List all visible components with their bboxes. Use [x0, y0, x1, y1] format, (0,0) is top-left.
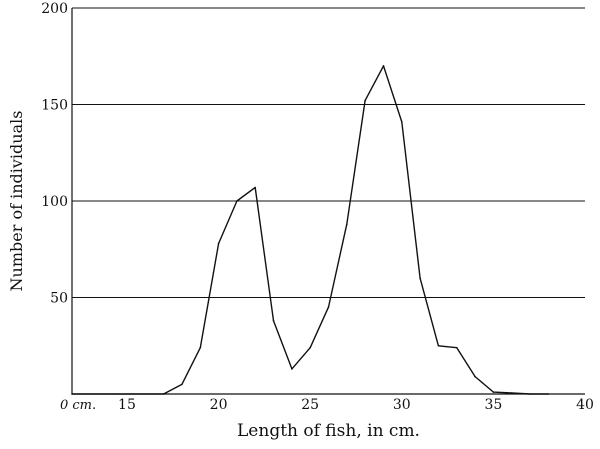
x-tick-label-35: 35 — [484, 397, 502, 413]
x-tick-label-20: 20 — [210, 397, 228, 413]
x-axis-title: Length of fish, in cm. — [237, 421, 420, 441]
data-point-19 — [199, 346, 202, 349]
series-line-0 — [72, 65, 549, 395]
x-tick-label-40: 40 — [576, 397, 594, 413]
x-tick-labels: 0 cm. 15 20 25 30 35 40 — [60, 397, 594, 413]
x-tick-label-15: 15 — [118, 397, 136, 413]
data-point-12 — [71, 393, 73, 395]
data-point-38 — [547, 393, 550, 395]
data-point-36 — [510, 392, 513, 394]
data-point-26 — [327, 306, 330, 308]
data-point-23 — [272, 319, 275, 322]
data-point-25 — [309, 346, 311, 349]
y-tick-label-150: 150 — [41, 98, 68, 114]
data-point-32 — [437, 344, 440, 347]
y-tick-label-100: 100 — [41, 194, 68, 210]
data-point-24 — [291, 368, 293, 370]
data-point-27 — [346, 223, 348, 225]
data-point-30 — [400, 121, 403, 123]
data-point-34 — [474, 375, 476, 378]
x-tick-label-25: 25 — [301, 397, 319, 413]
data-point-31 — [419, 277, 421, 280]
x-tick-label-30: 30 — [393, 397, 411, 413]
x-origin-tick-label: 0 cm. — [60, 398, 96, 413]
y-tick-label-200: 200 — [41, 1, 68, 17]
y-tick-labels: 50 100 150 200 — [41, 1, 68, 307]
data-point-37 — [529, 393, 531, 395]
data-point-18 — [181, 383, 183, 386]
series-layer — [71, 65, 550, 395]
y-tick-label-50: 50 — [50, 291, 68, 307]
y-axis-title: Number of individuals — [7, 111, 26, 292]
data-point-17 — [162, 393, 165, 395]
data-point-29 — [382, 65, 385, 67]
data-point-35 — [492, 391, 495, 393]
data-point-21 — [236, 200, 238, 202]
data-point-33 — [455, 346, 458, 349]
grid-lines — [72, 7, 585, 298]
data-point-20 — [217, 242, 220, 245]
data-point-28 — [364, 99, 366, 102]
data-point-22 — [254, 186, 257, 189]
